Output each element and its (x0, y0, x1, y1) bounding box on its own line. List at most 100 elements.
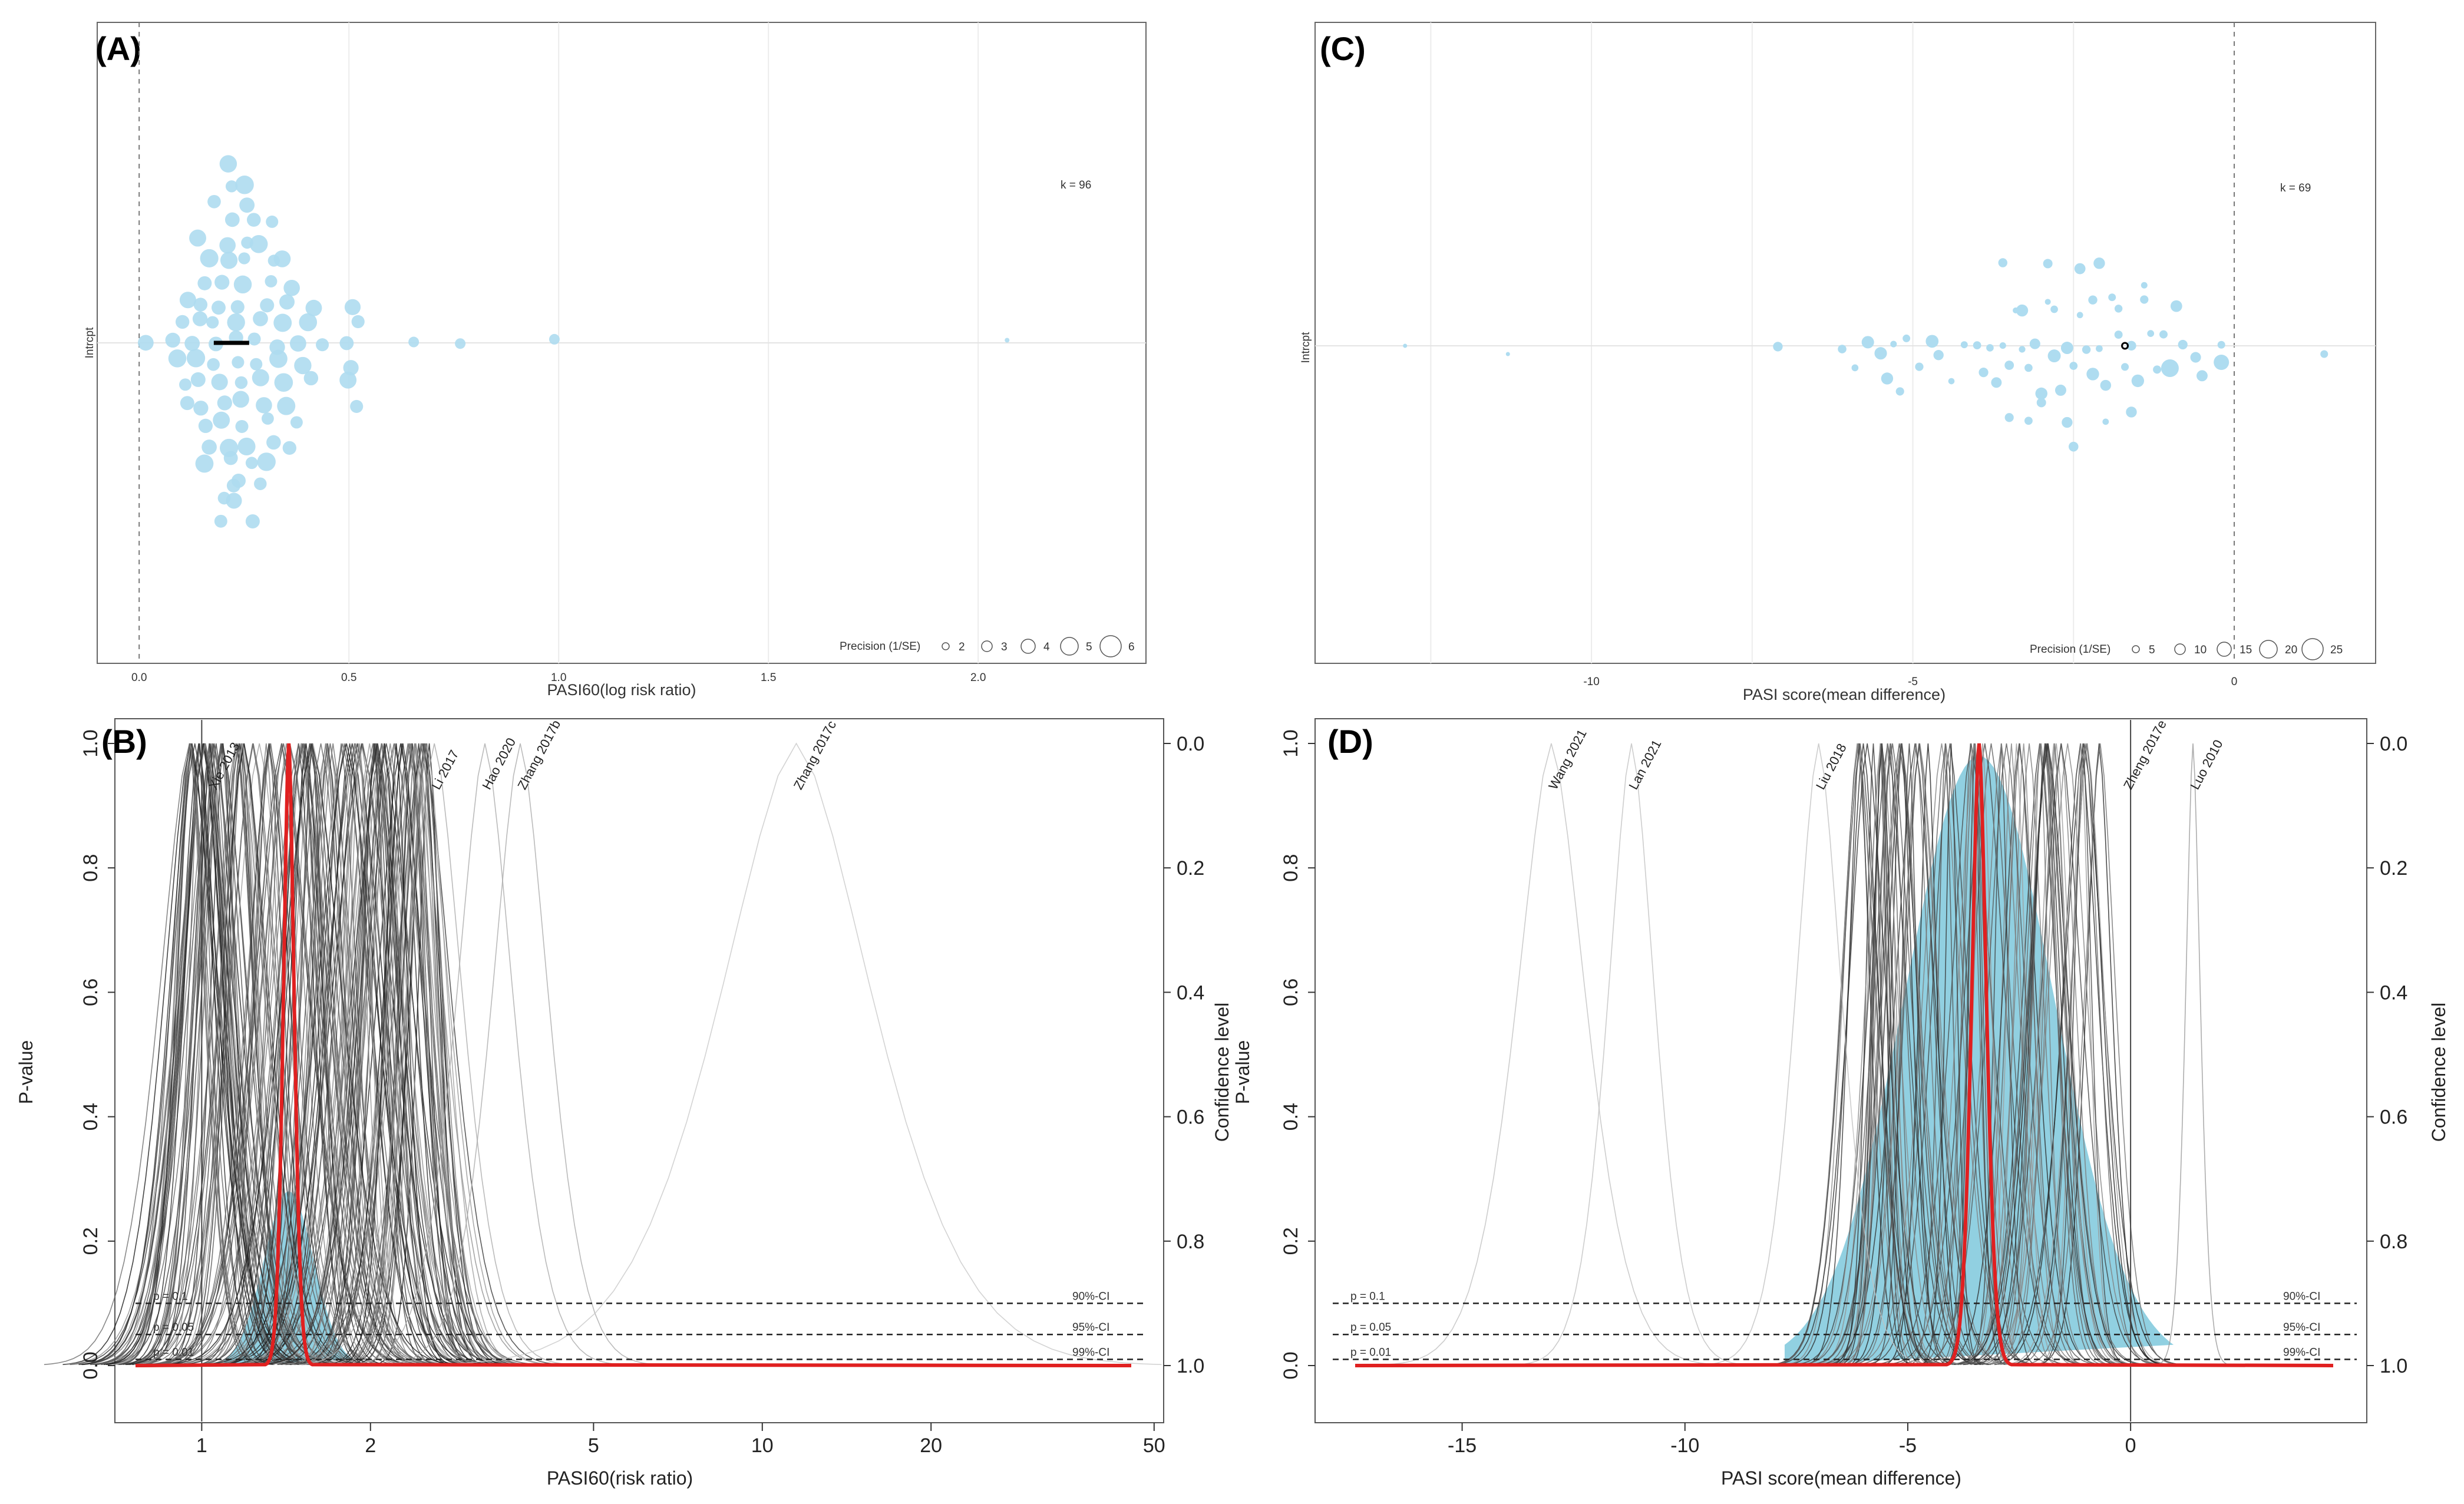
panel-a-legend-value: 6 (1128, 641, 1135, 653)
d-y-tick-label: 0.8 (1280, 854, 1302, 882)
b-study-curve (266, 743, 525, 1366)
panel-a-points (137, 155, 1010, 529)
d-y-right-tick-label: 0.6 (2380, 1106, 2407, 1129)
panel-c-legend-items: 5 10 15 20 25 (2132, 638, 2343, 660)
d-study-curve (2024, 743, 2176, 1366)
panel-a-point (206, 316, 219, 329)
d-study-curve (1519, 743, 1744, 1366)
panel-d: (D) p = 0.1 90%-CI p = 0.05 95%-CI p = 0.01 9… (1232, 718, 2449, 1489)
b-study-curve (179, 743, 362, 1366)
panel-a-point (219, 155, 237, 173)
panel-a-point (202, 439, 217, 455)
panel-a-point (214, 514, 227, 528)
panel-a-point (217, 395, 232, 411)
panel-a-point (344, 299, 361, 315)
d-x-tick-label: -15 (1448, 1434, 1477, 1457)
d-study-curve (1965, 743, 2117, 1366)
d-y-tick-label: 0.0 (1280, 1351, 1302, 1379)
b-study-curve (346, 743, 497, 1366)
panel-c-legend-circle (2217, 642, 2232, 657)
panel-c-x-label: PASI score(mean difference) (1743, 686, 1946, 703)
d-study-curve (1960, 743, 2099, 1366)
panel-c-point (2055, 384, 2066, 396)
panel-a-point (232, 391, 249, 408)
panel-b-y-ticks: 0.0 0.2 0.4 0.6 0.8 1.0 1.0 0.8 0.6 0.4 0.2 0.0 (80, 729, 1204, 1379)
d-y-right-tick-label: 0.4 (2380, 981, 2407, 1004)
b-study-curve (299, 743, 570, 1366)
panel-b-x-ticks: 1 2 5 10 20 50 (196, 1423, 1165, 1457)
panel-a-point (246, 213, 261, 227)
b-study-curve (133, 743, 352, 1366)
d-study-curve (1826, 743, 1977, 1366)
panel-a-point (277, 396, 296, 415)
b-study-curve (163, 743, 283, 1366)
b-study-curve (257, 743, 366, 1366)
b-study-curve (347, 743, 475, 1366)
panel-a-point (137, 335, 154, 351)
b-study-curve (306, 743, 514, 1366)
panel-a-point (1005, 338, 1010, 343)
panel-a-point (198, 418, 213, 434)
panel-c-point (2068, 441, 2079, 452)
d-threshold-right-label: 99%-CI (2283, 1346, 2320, 1358)
d-study-curve (1816, 743, 1944, 1366)
b-threshold-right-label: 90%-CI (1072, 1290, 1109, 1303)
panel-c-legend-value: 15 (2240, 644, 2252, 656)
panel-c-point (2170, 300, 2182, 312)
panel-a-point (283, 280, 300, 296)
d-study-curve (1802, 743, 1984, 1366)
d-study-curve (1944, 743, 2005, 1366)
b-y-tick-label: 0.8 (80, 854, 102, 882)
panel-a-point (316, 338, 329, 352)
panel-a-point (186, 349, 206, 368)
d-study-curve (1848, 743, 1990, 1366)
b-study-curve (204, 743, 488, 1366)
panel-a-legend-title: Precision (1/SE) (840, 640, 920, 653)
panel-a-point (207, 194, 221, 209)
panel-c-point (2069, 362, 2078, 370)
panel-a-x-ticks: 0.0 0.5 1.0 1.5 2.0 (131, 672, 986, 684)
d-y-tick-label: 0.6 (1280, 979, 1302, 1006)
panel-a-point (350, 399, 364, 414)
panel-a-point (269, 349, 288, 368)
panel-b-pooled-curve (135, 743, 1132, 1367)
d-x-tick-label: 0 (2125, 1434, 2136, 1457)
panel-a-legend-circle (981, 640, 993, 652)
panel-a-point (294, 356, 312, 375)
b-y-tick-label: 0.6 (80, 979, 102, 1006)
panel-c-point (1960, 341, 1968, 349)
b-x-tick-label: 1 (196, 1434, 207, 1457)
panel-c-point (1903, 334, 1911, 342)
panel-c-point (2004, 361, 2014, 370)
d-study-curve (1987, 743, 2126, 1366)
d-study-curve (1955, 743, 2085, 1366)
panel-c-x-ticks: -10 -5 0 (1583, 676, 2237, 688)
panel-a-x-tick: 0.5 (341, 672, 356, 684)
panel-c-point (2153, 365, 2162, 374)
panel-b: (B) p = 0.1 90%-CI p = 0.05 95%-CI p = 0.01 9… (15, 718, 1233, 1489)
panel-a-x-label: PASI60(log risk ratio) (547, 681, 696, 699)
panel-c-point (2126, 341, 2136, 351)
panel-a-legend-value: 3 (1001, 641, 1008, 653)
panel-a-point (233, 275, 252, 294)
panel-c-point (2035, 387, 2047, 400)
b-pooled-line (135, 743, 1132, 1367)
panel-d-y-label: P-value (1232, 1040, 1253, 1105)
d-study-curve (1930, 743, 2012, 1366)
panel-c-point (2147, 330, 2155, 337)
d-y-right-tick-label: 0.0 (2380, 733, 2407, 755)
panel-c-point (2114, 305, 2123, 313)
panel-a-point (260, 298, 275, 313)
panel-c-point (1851, 364, 1859, 372)
b-study-curve (220, 743, 382, 1366)
b-study-curve (326, 743, 516, 1366)
panel-d-pooled-curve (1355, 743, 2334, 1367)
panel-a-point (212, 300, 226, 315)
panel-b-threshold-lines: p = 0.1 90%-CI p = 0.05 95%-CI p = 0.01 99%-C… (136, 720, 1146, 1422)
panel-c-legend-value: 10 (2194, 644, 2207, 656)
panel-a-x-tick: 1.5 (761, 672, 776, 684)
panel-c-point (1773, 342, 1783, 352)
panel-c-point (1895, 387, 1904, 396)
d-x-tick-label: -5 (1899, 1434, 1917, 1457)
